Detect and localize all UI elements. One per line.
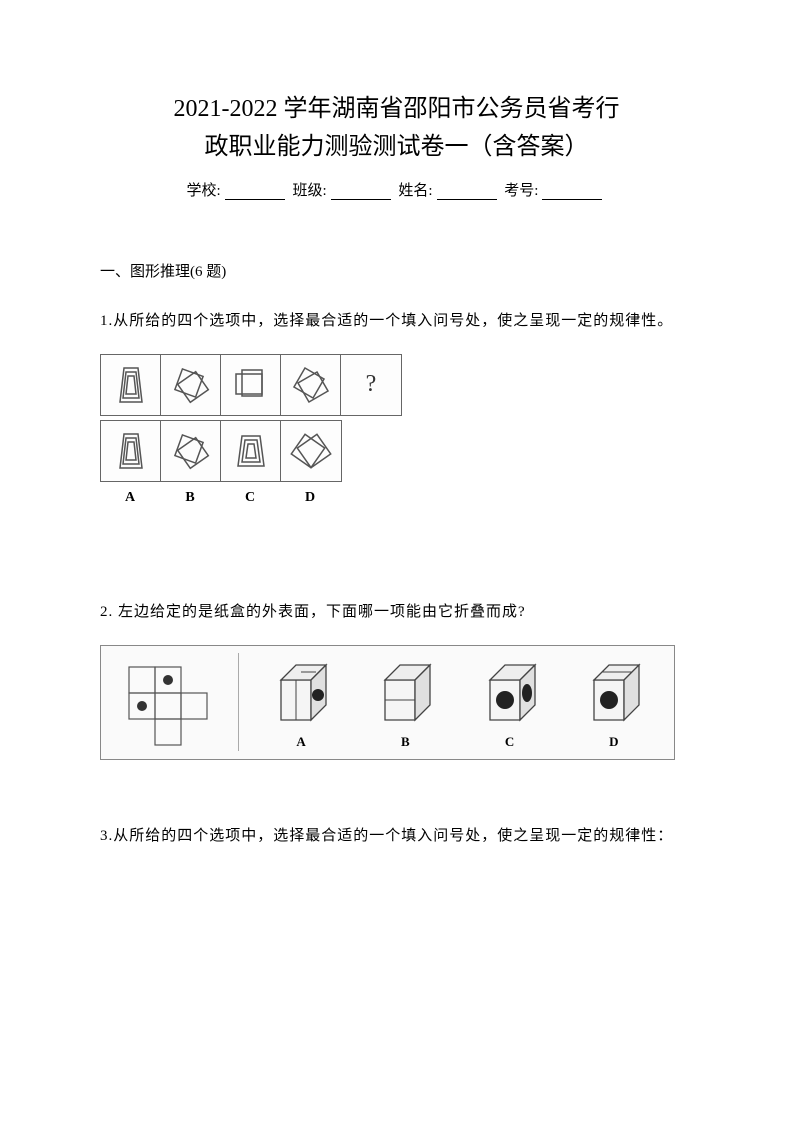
cube-d-icon (574, 655, 654, 730)
question-1-text: 1.从所给的四个选项中，选择最合适的一个填入问号处，使之呈现一定的规律性。 (100, 305, 693, 338)
q2-label-d: D (609, 734, 618, 750)
nested-rects-icon (226, 426, 276, 476)
q2-figure-container: A B C (100, 645, 675, 760)
overlap-diamonds-icon (166, 360, 216, 410)
q1-opt-a-cell[interactable] (101, 421, 161, 481)
q2-unfolded-net (109, 653, 239, 751)
class-field[interactable] (331, 182, 391, 200)
name-field[interactable] (437, 182, 497, 200)
student-info-line: 学校: 班级: 姓名: 考号: (100, 179, 693, 200)
overlap-diamonds-icon (166, 426, 216, 476)
q2-opt-d[interactable]: D (574, 655, 654, 750)
q1-label-c: C (220, 486, 280, 506)
title-line-1: 2021-2022 学年湖南省邵阳市公务员省考行 (100, 90, 693, 128)
q2-opt-b[interactable]: B (365, 655, 445, 750)
q1-opt-d-cell[interactable] (281, 421, 341, 481)
q1-seq-cell-question: ? (341, 355, 401, 415)
q1-seq-cell-2 (161, 355, 221, 415)
q1-options-row (100, 420, 342, 482)
name-label: 姓名: (398, 183, 432, 199)
nested-trapezoid-icon (106, 426, 156, 476)
q1-opt-c-cell[interactable] (221, 421, 281, 481)
cube-c-icon (470, 655, 550, 730)
q2-label-b: B (401, 734, 410, 750)
question-2-text: 2. 左边给定的是纸盒的外表面，下面哪一项能由它折叠而成? (100, 596, 693, 629)
q2-opt-c[interactable]: C (470, 655, 550, 750)
cube-b-icon (365, 655, 445, 730)
q1-seq-cell-3 (221, 355, 281, 415)
cube-net-icon (119, 657, 229, 747)
document-title: 2021-2022 学年湖南省邵阳市公务员省考行 政职业能力测验测试卷一（含答案… (100, 90, 693, 167)
question-2: 2. 左边给定的是纸盒的外表面，下面哪一项能由它折叠而成? (100, 596, 693, 760)
question-1: 1.从所给的四个选项中，选择最合适的一个填入问号处，使之呈现一定的规律性。 (100, 305, 693, 506)
q1-sequence-row: ? (100, 354, 402, 416)
q1-label-b: B (160, 486, 220, 506)
q2-options: A B C (249, 655, 666, 750)
question-3: 3.从所给的四个选项中，选择最合适的一个填入问号处，使之呈现一定的规律性： (100, 820, 693, 853)
title-line-2: 政职业能力测验测试卷一（含答案） (100, 128, 693, 166)
nested-trapezoid-icon (106, 360, 156, 410)
q1-seq-cell-1 (101, 355, 161, 415)
id-label: 考号: (504, 183, 538, 199)
overlap-rects-icon (226, 360, 276, 410)
q1-opt-b-cell[interactable] (161, 421, 221, 481)
q1-label-d: D (280, 486, 340, 506)
q1-labels: A B C D (100, 486, 340, 506)
class-label: 班级: (292, 183, 326, 199)
overlap-diamonds-2-icon (286, 360, 336, 410)
school-field[interactable] (225, 182, 285, 200)
q1-label-a: A (100, 486, 160, 506)
q2-label-c: C (505, 734, 514, 750)
question-3-text: 3.从所给的四个选项中，选择最合适的一个填入问号处，使之呈现一定的规律性： (100, 820, 693, 853)
section-1-header: 一、图形推理(6 题) (100, 260, 693, 281)
q2-opt-a[interactable]: A (261, 655, 341, 750)
cube-a-icon (261, 655, 341, 730)
q2-label-a: A (296, 734, 305, 750)
school-label: 学校: (187, 183, 221, 199)
id-field[interactable] (542, 182, 602, 200)
q1-seq-cell-4 (281, 355, 341, 415)
question-mark-icon: ? (366, 371, 377, 398)
overlap-diamonds-3-icon (286, 426, 336, 476)
